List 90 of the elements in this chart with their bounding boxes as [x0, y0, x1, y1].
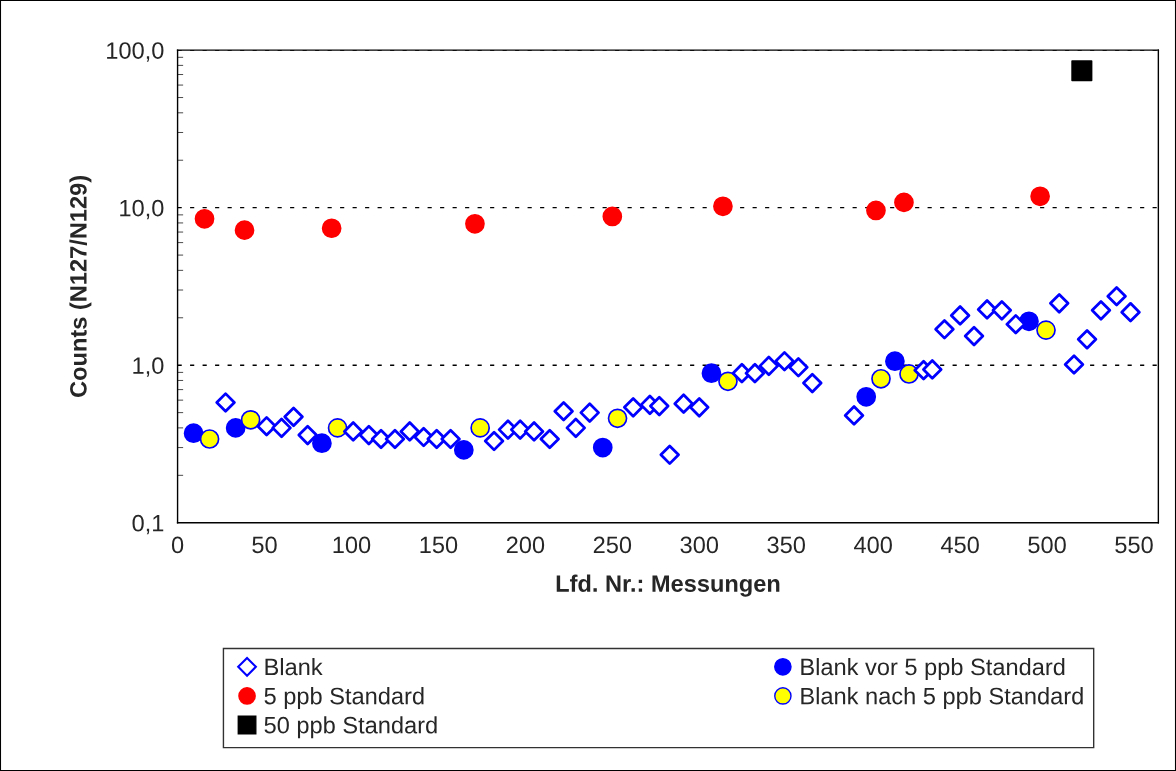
point — [1071, 60, 1093, 82]
x-tick-label: 500 — [1028, 536, 1066, 554]
point — [399, 421, 420, 442]
point — [866, 200, 886, 221]
point — [885, 351, 905, 372]
point — [949, 305, 971, 326]
point — [194, 208, 215, 229]
point — [297, 424, 318, 446]
point — [321, 218, 342, 239]
point — [607, 408, 628, 429]
point — [1030, 186, 1050, 207]
point — [271, 417, 292, 439]
point — [225, 418, 246, 438]
x-tick-label: 400 — [854, 536, 892, 554]
point — [744, 362, 766, 384]
legend-label: Blank vor 5 ppb Standard — [801, 657, 1065, 680]
point — [622, 397, 644, 418]
point — [788, 357, 809, 378]
legend-label: 50 ppb Standard — [264, 716, 437, 739]
point — [718, 371, 738, 392]
x-tick-label: 150 — [420, 536, 458, 554]
point — [1106, 286, 1127, 307]
point — [894, 192, 914, 213]
point — [199, 429, 220, 449]
y-tick-label: 1,0 — [133, 357, 164, 377]
point — [483, 430, 505, 452]
x-tick-label: 0 — [171, 536, 184, 554]
y-tick-label: 100,0 — [107, 42, 164, 62]
y-tick-label: 0,1 — [132, 514, 164, 535]
point — [215, 392, 236, 413]
point — [470, 418, 491, 438]
point — [465, 213, 485, 234]
point — [183, 423, 204, 444]
x-tick-label: 300 — [680, 536, 719, 554]
point — [327, 418, 348, 438]
point — [283, 406, 304, 428]
point — [976, 299, 998, 320]
x-tick-label: 250 — [593, 536, 632, 554]
point — [579, 402, 600, 423]
point — [963, 325, 985, 347]
point — [1076, 329, 1098, 350]
legend-label: 5 ppb Standard — [264, 687, 424, 710]
point — [673, 393, 694, 414]
point — [509, 419, 531, 440]
point — [1005, 314, 1026, 335]
point — [342, 421, 364, 442]
point — [922, 359, 943, 380]
x-tick-label: 200 — [506, 536, 545, 554]
point — [565, 417, 587, 439]
point — [1049, 293, 1070, 314]
y-tick-label: 10,0 — [120, 199, 164, 220]
point — [234, 220, 255, 240]
point — [659, 444, 680, 466]
point — [871, 368, 891, 389]
point — [713, 196, 733, 217]
point — [440, 428, 461, 450]
point — [602, 206, 623, 227]
point — [774, 350, 795, 372]
point — [843, 405, 865, 426]
x-tick-label: 550 — [1115, 536, 1153, 554]
x-axis-title: Lfd. Nr.: Messungen — [556, 574, 780, 597]
point — [539, 428, 560, 450]
point — [384, 428, 406, 450]
point — [553, 401, 574, 422]
point — [701, 363, 722, 384]
point — [689, 397, 710, 418]
point — [1120, 301, 1141, 323]
point — [453, 440, 474, 460]
point — [856, 386, 877, 407]
point — [934, 319, 955, 340]
point — [991, 300, 1013, 321]
x-tick-label: 450 — [940, 536, 979, 554]
point — [1063, 354, 1085, 375]
point — [1036, 320, 1056, 340]
point — [592, 437, 613, 458]
x-tick-label: 350 — [767, 536, 805, 554]
point — [1090, 300, 1112, 321]
x-tick-label: 100 — [333, 536, 371, 554]
point — [649, 395, 670, 417]
point — [758, 355, 780, 377]
point — [802, 372, 823, 394]
point — [312, 433, 332, 454]
point — [240, 409, 261, 430]
point — [899, 364, 919, 384]
legend-label: Blank — [265, 657, 323, 676]
point — [256, 415, 277, 437]
point — [523, 421, 545, 442]
legend-label: Blank nach 5 ppb Standard — [801, 687, 1083, 710]
x-tick-label: 50 — [252, 536, 277, 554]
y-axis-title: Counts (N127/N129) — [69, 176, 92, 397]
